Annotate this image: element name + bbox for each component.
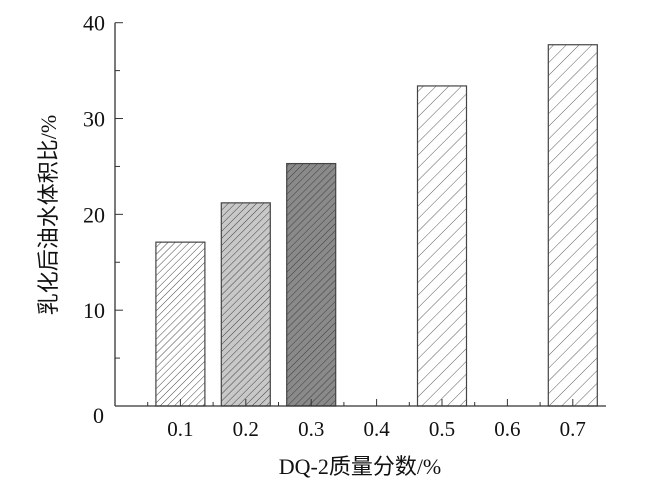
bar-0.1 bbox=[155, 241, 206, 407]
x-axis-label: DQ-2质量分数/% bbox=[279, 454, 442, 479]
y-tick-label: 40 bbox=[83, 11, 105, 36]
x-tick-label: 0.4 bbox=[363, 417, 390, 441]
x-tick-label: 0.2 bbox=[233, 417, 259, 441]
y-tick-label: 30 bbox=[83, 107, 105, 132]
bar-0.2 bbox=[220, 202, 271, 407]
y-axis-label: 乳化后油水体积比/% bbox=[36, 115, 61, 315]
bar-0.3 bbox=[286, 162, 337, 407]
bar-0.5 bbox=[416, 85, 468, 407]
y-tick-label: 20 bbox=[83, 202, 105, 227]
x-tick-label: 0.6 bbox=[494, 417, 520, 441]
y-tick-label: 0 bbox=[93, 403, 104, 428]
bar-0.7 bbox=[547, 44, 598, 407]
x-tick-label: 0.5 bbox=[429, 417, 455, 441]
y-tick-label: 10 bbox=[83, 298, 105, 323]
x-tick-label: 0.7 bbox=[560, 417, 586, 441]
x-tick-label: 0.1 bbox=[167, 417, 193, 441]
x-tick-label: 0.3 bbox=[298, 417, 324, 441]
